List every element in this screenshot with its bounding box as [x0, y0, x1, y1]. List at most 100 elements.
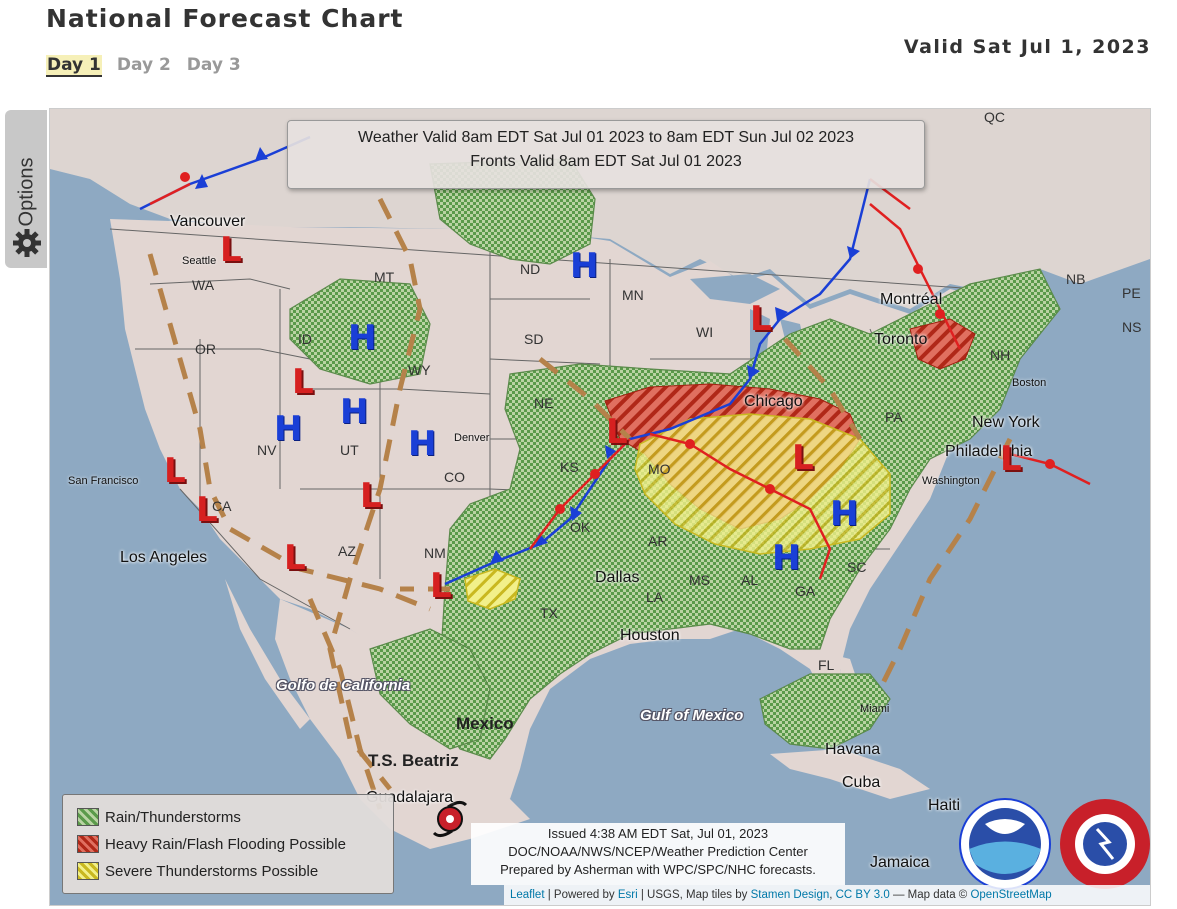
state-label: MS: [689, 572, 710, 588]
valid-time-box: Weather Valid 8am EDT Sat Jul 01 2023 to…: [287, 120, 925, 189]
city-label: Toronto: [874, 331, 928, 348]
cc-link[interactable]: CC BY 3.0: [835, 889, 890, 901]
tab-day-3[interactable]: Day 3: [186, 55, 241, 75]
state-label: PA: [885, 409, 903, 425]
city-label: Houston: [620, 627, 680, 644]
low-pressure-symbol: L: [792, 438, 814, 478]
legend-item: Rain/Thunderstorms: [77, 808, 241, 826]
options-button[interactable]: Options: [5, 110, 47, 268]
state-label: PE: [1122, 285, 1141, 301]
state-label: QC: [984, 109, 1005, 125]
hurricane-icon: [432, 800, 468, 838]
city-label: Montréal: [880, 291, 943, 308]
low-pressure-symbol: L: [196, 490, 218, 530]
low-pressure-symbol: L: [284, 538, 306, 578]
high-pressure-symbol: H: [348, 318, 377, 358]
city-label: Havana: [825, 741, 881, 758]
heavy-rain-swatch: [77, 835, 99, 853]
city-label: Washington: [922, 475, 980, 487]
city-label: Seattle: [182, 255, 217, 267]
esri-link[interactable]: Esri: [617, 889, 638, 901]
nws-logo: [1060, 799, 1150, 889]
legend-item: Heavy Rain/Flash Flooding Possible: [77, 835, 346, 853]
state-label: AR: [648, 533, 668, 549]
state-label: NS: [1122, 319, 1142, 335]
severe-swatch: [77, 862, 99, 880]
valid-date: Valid Sat Jul 1, 2023: [903, 36, 1151, 58]
high-pressure-symbol: H: [274, 409, 303, 449]
sea-label: Gulf of Mexico: [640, 707, 744, 724]
attribution-text: | Powered by: [547, 889, 615, 901]
state-label: TX: [540, 605, 558, 621]
state-label: NH: [990, 347, 1011, 363]
state-label: MT: [374, 269, 395, 285]
osm-link[interactable]: OpenStreetMap: [970, 889, 1052, 901]
low-pressure-symbol: L: [1000, 439, 1022, 479]
state-label: WA: [192, 277, 215, 293]
issued-time: Issued 4:38 AM EDT Sat, Jul 01, 2023: [547, 826, 769, 841]
baja-land: [225, 579, 310, 729]
city-label: Haiti: [928, 797, 961, 814]
cuba-land: [770, 749, 930, 799]
city-label: Mexico: [456, 714, 514, 733]
tab-day-2[interactable]: Day 2: [116, 55, 171, 75]
high-pressure-symbol: H: [830, 494, 859, 534]
state-label: MO: [648, 461, 671, 477]
options-label: Options: [15, 157, 38, 227]
state-label: UT: [340, 442, 359, 458]
page-title: National Forecast Chart: [46, 4, 404, 33]
low-pressure-symbol: L: [750, 299, 772, 339]
city-label: San Francisco: [68, 475, 139, 487]
city-label: Los Angeles: [120, 549, 208, 566]
state-label: OR: [195, 341, 216, 357]
low-pressure-symbol: L: [220, 230, 242, 270]
legend-label: Rain/Thunderstorms: [105, 808, 241, 826]
city-label: New York: [972, 414, 1040, 431]
state-label: CO: [444, 469, 465, 485]
stamen-link[interactable]: Stamen Design: [750, 889, 830, 901]
warm-front-semicircles: [180, 172, 1055, 514]
low-pressure-symbol: L: [292, 362, 314, 402]
state-label: NB: [1066, 271, 1086, 287]
state-label: NM: [424, 545, 446, 561]
city-label: Philadelphia: [945, 443, 1033, 460]
city-label: Cuba: [842, 774, 881, 791]
state-label: SC: [847, 559, 867, 575]
state-label: MN: [622, 287, 644, 303]
legend-label: Heavy Rain/Flash Flooding Possible: [105, 835, 346, 853]
state-label: NV: [257, 442, 277, 458]
day-tabs: Day 1 Day 2 Day 3: [46, 55, 242, 77]
city-label: Jamaica: [870, 854, 930, 871]
low-pressure-symbol: L: [430, 566, 452, 606]
low-pressure-symbol: L: [164, 451, 186, 491]
forecast-map[interactable]: Weather Valid 8am EDT Sat Jul 01 2023 to…: [49, 108, 1151, 906]
great-lakes: [690, 274, 880, 374]
state-label: SD: [524, 331, 544, 347]
state-label: AL: [741, 572, 759, 588]
state-label: AZ: [338, 543, 356, 559]
state-label: NE: [534, 395, 554, 411]
state-label: CA: [212, 498, 232, 514]
state-label: KS: [560, 459, 579, 475]
state-label: OK: [570, 519, 591, 535]
rain-swatch: [77, 808, 99, 826]
low-pressure-symbol: L: [606, 412, 628, 452]
tab-day-1[interactable]: Day 1: [46, 55, 102, 77]
city-label: Vancouver: [170, 213, 246, 230]
noaa-logo: [959, 798, 1051, 890]
state-label: LA: [646, 589, 664, 605]
leaflet-link[interactable]: Leaflet: [510, 889, 545, 901]
issued-box: Issued 4:38 AM EDT Sat, Jul 01, 2023 DOC…: [471, 823, 845, 885]
state-label: GA: [795, 583, 816, 599]
storm-label: T.S. Beatriz: [368, 751, 459, 770]
attribution-text: | USGS, Map tiles by: [640, 889, 748, 901]
state-label: WY: [408, 362, 431, 378]
city-label: Denver: [454, 432, 490, 444]
state-label: ND: [520, 261, 541, 277]
legend-item: Severe Thunderstorms Possible: [77, 862, 318, 880]
cold-front-triangles: [195, 147, 860, 564]
state-label: ID: [298, 331, 312, 347]
state-label: FL: [818, 657, 835, 673]
issuing-office: DOC/NOAA/NWS/NCEP/Weather Prediction Cen…: [508, 844, 808, 859]
high-pressure-symbol: H: [570, 246, 599, 286]
